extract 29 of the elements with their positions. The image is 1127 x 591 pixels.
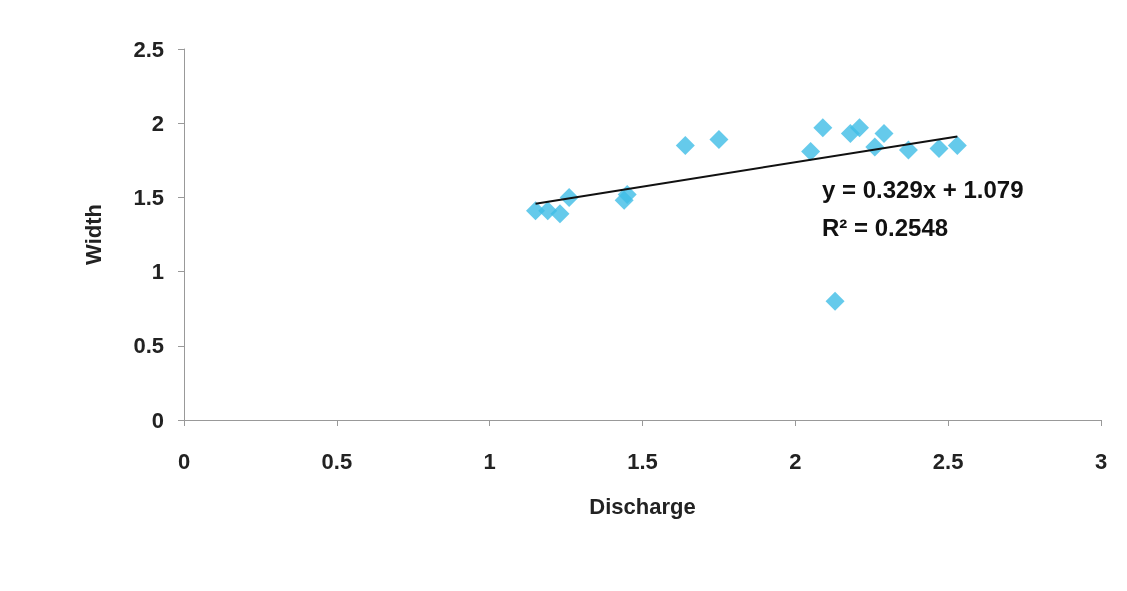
point — [550, 204, 570, 224]
y-tick-label: 1.5 — [133, 184, 164, 210]
y-axis-title: Width — [80, 204, 106, 265]
point — [898, 140, 918, 160]
point — [929, 138, 949, 158]
x-tick-label: 2 — [789, 448, 802, 474]
point — [874, 124, 894, 144]
y-tick-label: 0 — [151, 407, 164, 433]
point — [801, 141, 821, 161]
x-axis-title: Discharge — [589, 493, 696, 519]
point — [709, 130, 729, 150]
point — [850, 118, 870, 138]
point — [675, 135, 695, 155]
x-tick-label: 3 — [1094, 448, 1108, 474]
annotation: y = 0.329x + 1.079 — [822, 175, 1024, 203]
x-tick-label: 1 — [483, 448, 496, 474]
point — [617, 184, 637, 204]
point — [825, 291, 845, 311]
point — [813, 118, 833, 138]
point — [947, 135, 967, 155]
y-tick-label: 0.5 — [133, 333, 164, 359]
y-tick-label: 1 — [151, 259, 164, 285]
x-tick-label: 1.5 — [627, 448, 658, 474]
annotation: R² = 0.2548 — [821, 213, 949, 241]
y-tick-label: 2.5 — [133, 36, 164, 62]
x-tick-label: 2.5 — [932, 448, 964, 474]
x-tick-label: 0 — [177, 448, 191, 474]
y-tick-label: 2 — [151, 110, 164, 136]
x-tick-label: 0.5 — [321, 448, 353, 474]
